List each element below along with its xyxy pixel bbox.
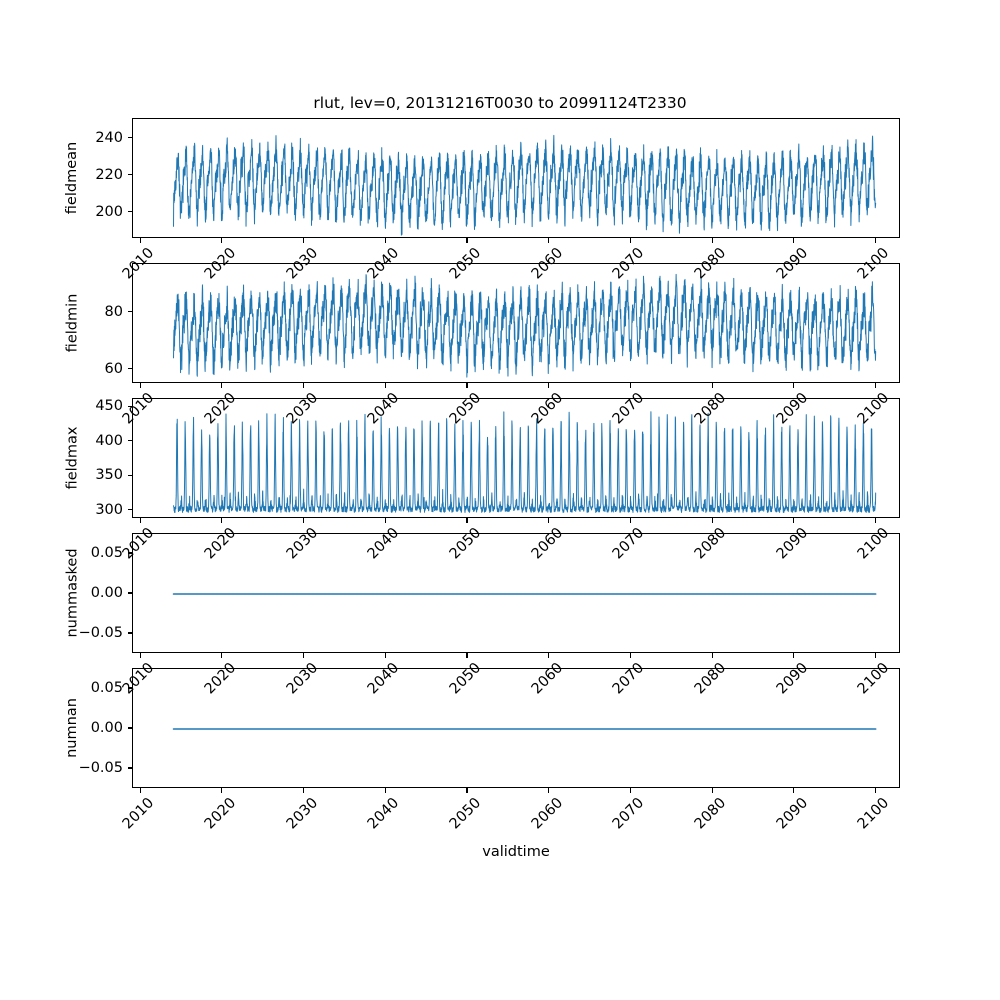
xtick-mark-numnan-1 (221, 788, 223, 793)
xtick-mark-fieldmean-0 (139, 238, 141, 243)
xtick-mark-fieldmean-6 (629, 238, 631, 243)
xtick-mark-fieldmax-7 (711, 518, 713, 523)
ytick-label-nummasked-2: 0.05 (90, 545, 123, 561)
plot-area-numnan (133, 669, 899, 787)
xtick-mark-fieldmax-3 (384, 518, 386, 523)
ytick-label-fieldmax-1: 350 (95, 467, 123, 484)
xtick-mark-fieldmax-4 (466, 518, 468, 523)
xtick-label-numnan-0: 2010 (119, 795, 158, 833)
ytick-label-fieldmin-0: 60 (104, 360, 123, 377)
ytick-label-nummasked-0: −0.05 (78, 625, 123, 641)
xtick-mark-fieldmean-3 (384, 238, 386, 243)
xtick-mark-fieldmax-6 (629, 518, 631, 523)
xtick-mark-numnan-5 (548, 788, 550, 793)
ytick-label-fieldmin-1: 80 (104, 303, 123, 320)
xtick-mark-fieldmean-4 (466, 238, 468, 243)
xtick-label-numnan-7: 2080 (691, 795, 730, 833)
xtick-mark-fieldmin-4 (466, 383, 468, 388)
line-series-nummasked (172, 593, 877, 595)
xtick-label-numnan-6: 2070 (610, 795, 648, 833)
line-series-numnan (172, 728, 877, 730)
ytick-label-fieldmax-3: 450 (95, 398, 123, 415)
xtick-mark-nummasked-2 (303, 653, 305, 658)
y-axis-label-fieldmax: fieldmax (63, 426, 80, 490)
xtick-label-numnan-4: 2050 (446, 795, 485, 833)
ytick-label-nummasked-1: 0.00 (90, 585, 123, 601)
xtick-mark-fieldmean-8 (793, 238, 795, 243)
xtick-mark-numnan-7 (711, 788, 713, 793)
xtick-mark-nummasked-6 (629, 653, 631, 658)
xtick-mark-fieldmax-9 (874, 518, 877, 523)
ytick-label-fieldmax-0: 300 (95, 501, 123, 518)
xtick-mark-fieldmin-3 (384, 383, 386, 388)
ytick-label-fieldmean-0: 200 (95, 203, 123, 220)
axes-nummasked (132, 533, 900, 653)
xtick-label-numnan-5: 2060 (528, 795, 566, 833)
y-axis-label-fieldmin: fieldmin (63, 293, 80, 353)
xtick-mark-nummasked-9 (874, 653, 877, 658)
xtick-mark-nummasked-0 (139, 653, 141, 658)
figure-title: rlut, lev=0, 20131216T0030 to 20991124T2… (313, 94, 687, 112)
xtick-mark-numnan-2 (303, 788, 305, 793)
xtick-mark-nummasked-7 (711, 653, 713, 658)
xtick-mark-nummasked-5 (548, 653, 550, 658)
ytick-label-numnan-0: −0.05 (78, 760, 123, 776)
xtick-mark-nummasked-4 (466, 653, 468, 658)
ytick-label-numnan-2: 0.05 (90, 680, 123, 696)
plot-area-nummasked (133, 534, 899, 652)
plot-area-fieldmax (133, 399, 899, 517)
xtick-mark-fieldmax-1 (221, 518, 223, 523)
xtick-mark-fieldmean-5 (548, 238, 550, 243)
ytick-label-fieldmean-2: 240 (95, 129, 123, 146)
axes-fieldmax (132, 398, 900, 518)
axes-fieldmean (132, 118, 900, 238)
ytick-label-numnan-1: 0.00 (90, 720, 123, 736)
xtick-mark-fieldmin-7 (711, 383, 713, 388)
xtick-mark-fieldmin-6 (629, 383, 631, 388)
line-series-fieldmax (173, 411, 877, 513)
axes-numnan (132, 668, 900, 788)
xtick-mark-fieldmin-8 (793, 383, 795, 388)
xtick-mark-fieldmax-0 (139, 518, 141, 523)
line-series-fieldmin (173, 273, 877, 378)
ytick-label-fieldmean-1: 220 (95, 166, 123, 183)
xtick-label-numnan-1: 2020 (201, 795, 240, 833)
xtick-mark-nummasked-3 (384, 653, 386, 658)
xtick-mark-fieldmean-9 (874, 238, 877, 243)
xtick-mark-numnan-0 (139, 788, 141, 793)
plot-area-fieldmin (133, 264, 899, 382)
xtick-mark-numnan-6 (629, 788, 631, 793)
xtick-mark-fieldmin-0 (139, 383, 141, 388)
xtick-mark-fieldmax-8 (793, 518, 795, 523)
y-axis-label-fieldmean: fieldmean (64, 141, 81, 215)
xtick-mark-fieldmean-7 (711, 238, 713, 243)
xtick-label-numnan-9: 2100 (855, 795, 893, 833)
xtick-mark-numnan-9 (874, 788, 877, 793)
x-axis-label: validtime (482, 844, 550, 860)
xtick-label-numnan-8: 2090 (773, 795, 812, 833)
xtick-label-numnan-3: 2040 (365, 795, 403, 833)
xtick-mark-fieldmean-1 (221, 238, 223, 243)
xtick-mark-fieldmin-2 (303, 383, 305, 388)
xtick-mark-fieldmax-2 (303, 518, 305, 523)
xtick-mark-fieldmax-5 (548, 518, 550, 523)
xtick-mark-numnan-4 (466, 788, 468, 793)
xtick-label-numnan-2: 2030 (283, 795, 321, 833)
ytick-label-fieldmax-2: 400 (95, 432, 123, 449)
xtick-mark-nummasked-1 (221, 653, 223, 658)
y-axis-label-numnan: numnan (63, 698, 80, 758)
xtick-mark-fieldmin-5 (548, 383, 550, 388)
xtick-mark-nummasked-8 (793, 653, 795, 658)
axes-fieldmin (132, 263, 900, 383)
xtick-mark-numnan-8 (793, 788, 795, 793)
y-axis-label-nummasked: nummasked (64, 548, 81, 638)
xtick-mark-fieldmin-1 (221, 383, 223, 388)
line-series-fieldmean (173, 134, 877, 236)
xtick-mark-fieldmin-9 (874, 383, 877, 388)
xtick-mark-fieldmean-2 (303, 238, 305, 243)
plot-area-fieldmean (133, 119, 899, 237)
xtick-mark-numnan-3 (384, 788, 386, 793)
